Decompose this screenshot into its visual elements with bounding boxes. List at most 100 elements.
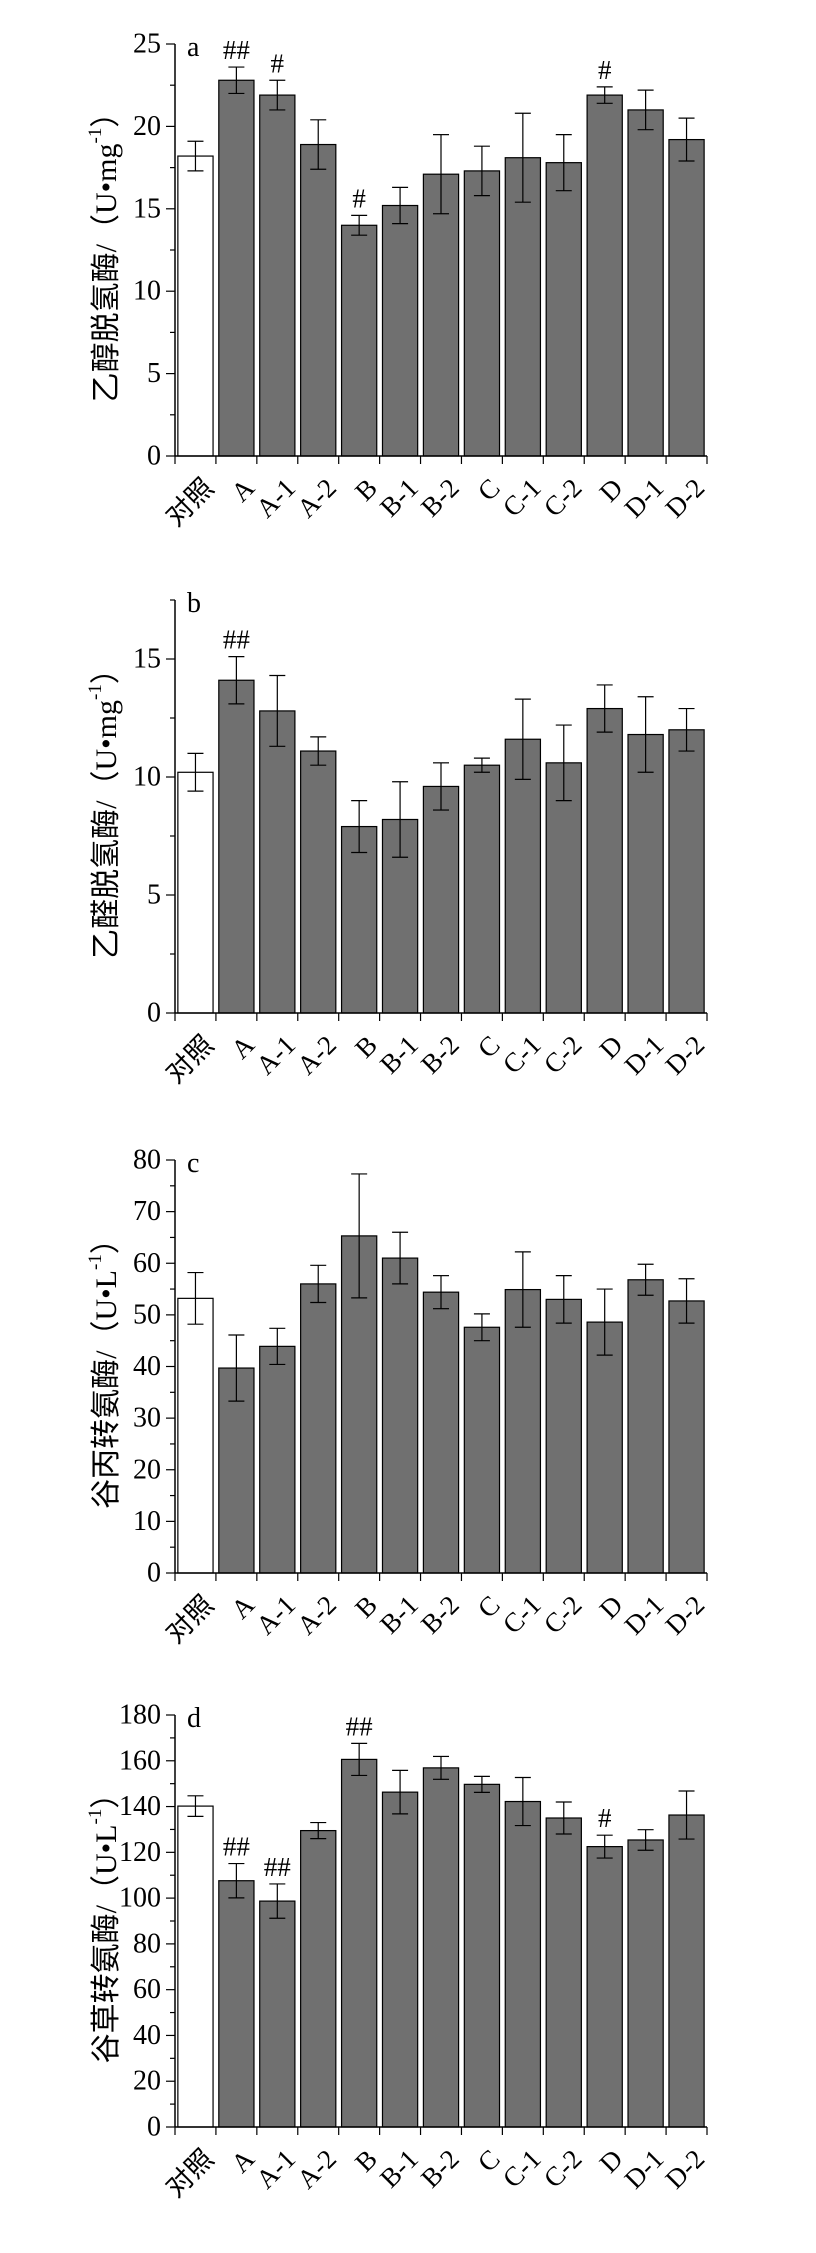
y-axis-title-main: 乙醛脱氢酶/（U•mg bbox=[90, 700, 123, 959]
x-tick-label-D-1: D-1 bbox=[619, 1030, 670, 1081]
bar-A bbox=[218, 1880, 255, 2128]
y-tick-label: 60 bbox=[133, 1248, 161, 1279]
y-tick-label: 30 bbox=[133, 1403, 161, 1434]
significance-label-A: ## bbox=[223, 1832, 251, 1862]
bar-C-2 bbox=[545, 1817, 582, 2128]
bar-对照 bbox=[177, 155, 214, 457]
y-axis-title-superscript: -1 bbox=[85, 684, 106, 700]
panel-label: a bbox=[187, 32, 200, 63]
bar-D-2 bbox=[668, 729, 705, 1014]
bar-D-1 bbox=[627, 109, 664, 457]
y-tick-label: 20 bbox=[133, 111, 161, 142]
bar-对照 bbox=[177, 771, 214, 1014]
y-tick-label: 15 bbox=[133, 644, 161, 675]
y-tick-label: 20 bbox=[133, 1454, 161, 1485]
x-tick-label-B-1: B-1 bbox=[374, 2144, 424, 2194]
y-tick-label: 140 bbox=[119, 1791, 161, 1822]
bar-B-1 bbox=[381, 204, 419, 457]
x-tick-label-A-1: A-1 bbox=[250, 1030, 301, 1081]
bar-C bbox=[463, 764, 501, 1014]
y-tick-label: 5 bbox=[147, 358, 161, 389]
y-tick-label: 40 bbox=[133, 1351, 161, 1382]
bar-A-2 bbox=[300, 1829, 337, 2128]
bar-B-2 bbox=[422, 1291, 460, 1574]
y-tick-label: 180 bbox=[119, 1700, 161, 1731]
x-tick-label-D-2: D-2 bbox=[659, 1590, 710, 1641]
bar-C-2 bbox=[545, 762, 582, 1014]
bar-D bbox=[586, 1846, 623, 2128]
y-tick-label: 80 bbox=[133, 1928, 161, 1959]
bar-A-1 bbox=[259, 94, 296, 457]
bar-对照 bbox=[177, 1805, 214, 2128]
y-tick-label: 160 bbox=[119, 1745, 161, 1776]
y-tick-label: 0 bbox=[147, 998, 161, 1029]
x-tick-label-C-2: C-2 bbox=[538, 1590, 588, 1640]
bar-A-1 bbox=[259, 710, 296, 1014]
y-tick-label: 20 bbox=[133, 2066, 161, 2097]
x-tick-label-A-2: A-2 bbox=[291, 2144, 342, 2195]
x-tick-label-B-2: B-2 bbox=[415, 1590, 465, 1640]
x-tick-label-D-2: D-2 bbox=[659, 1030, 710, 1081]
x-tick-label-对照: 对照 bbox=[160, 2144, 219, 2203]
significance-label-A: ## bbox=[223, 35, 251, 65]
bar-D-2 bbox=[668, 1300, 705, 1574]
x-tick-label-A-2: A-2 bbox=[291, 473, 342, 524]
x-tick-label-A-1: A-1 bbox=[250, 1590, 301, 1641]
x-tick-label-B-1: B-1 bbox=[374, 1030, 424, 1080]
y-axis-title-tail: ） bbox=[90, 1779, 123, 1809]
bar-B-2 bbox=[422, 173, 460, 457]
x-tick-label-对照: 对照 bbox=[160, 473, 219, 532]
x-tick-label-对照: 对照 bbox=[160, 1590, 219, 1649]
significance-label-D: # bbox=[598, 1803, 612, 1833]
x-tick-label-B-1: B-1 bbox=[374, 473, 424, 523]
y-tick-label: 100 bbox=[119, 1883, 161, 1914]
y-tick-label: 0 bbox=[147, 1558, 161, 1589]
bar-B-2 bbox=[422, 1767, 460, 2128]
y-axis-title: 谷丙转氨酶/（U•L-1） bbox=[85, 1224, 123, 1509]
bar-B-1 bbox=[381, 1257, 419, 1574]
bar-对照 bbox=[177, 1297, 214, 1574]
bar-D bbox=[586, 94, 623, 457]
bar-C bbox=[463, 1783, 501, 2128]
y-axis-title: 谷草转氨酶/（U•L-1） bbox=[85, 1779, 123, 2064]
x-tick-label-A-2: A-2 bbox=[291, 1590, 342, 1641]
y-axis-title: 乙醛脱氢酶/（U•mg-1） bbox=[85, 654, 123, 959]
bar-D-1 bbox=[627, 1279, 664, 1574]
bar-A-1 bbox=[259, 1345, 296, 1574]
x-tick-label-C-2: C-2 bbox=[538, 473, 588, 523]
bar-C-1 bbox=[504, 1288, 542, 1574]
panel-label: b bbox=[187, 588, 201, 619]
significance-label-A-1: ## bbox=[264, 1852, 292, 1882]
y-axis-title-main: 谷草转氨酶/（U•L bbox=[90, 1825, 123, 2064]
y-tick-label: 10 bbox=[133, 276, 161, 307]
x-tick-label-C-1: C-1 bbox=[497, 473, 547, 523]
y-tick-label: 120 bbox=[119, 1837, 161, 1868]
y-axis-title-main: 乙醇脱氢酶/（U•mg bbox=[90, 143, 123, 402]
y-tick-label: 0 bbox=[147, 441, 161, 472]
y-tick-label: 0 bbox=[147, 2112, 161, 2143]
y-tick-label: 50 bbox=[133, 1299, 161, 1330]
y-tick-label: 70 bbox=[133, 1196, 161, 1227]
bar-A bbox=[218, 679, 255, 1014]
y-axis-title-tail: ） bbox=[90, 98, 123, 128]
bar-A-2 bbox=[300, 750, 337, 1014]
chart-panel-b: 对照##AA-1A-2 BB-1B-2 CC-1C-2 DD-1D-2051015b乙… bbox=[85, 588, 710, 1089]
x-tick-label-C-1: C-1 bbox=[497, 1030, 547, 1080]
y-axis-title: 乙醇脱氢酶/（U•mg-1） bbox=[85, 98, 123, 403]
bar-B bbox=[340, 1758, 378, 2128]
bar-D-1 bbox=[627, 1839, 664, 2128]
y-tick-label: 40 bbox=[133, 2020, 161, 2051]
x-tick-label-D-1: D-1 bbox=[619, 1590, 670, 1641]
y-tick-label: 5 bbox=[147, 880, 161, 911]
x-tick-label-D-1: D-1 bbox=[619, 2144, 670, 2195]
x-tick-label-A-1: A-1 bbox=[250, 2144, 301, 2195]
bar-C-1 bbox=[504, 738, 542, 1014]
x-tick-label-B-2: B-2 bbox=[415, 1030, 465, 1080]
x-tick-label-D-1: D-1 bbox=[619, 473, 670, 524]
bar-D-2 bbox=[668, 1814, 705, 2128]
x-tick-label-D-2: D-2 bbox=[659, 2144, 710, 2195]
y-tick-label: 60 bbox=[133, 1974, 161, 2005]
y-tick-label: 10 bbox=[133, 762, 161, 793]
